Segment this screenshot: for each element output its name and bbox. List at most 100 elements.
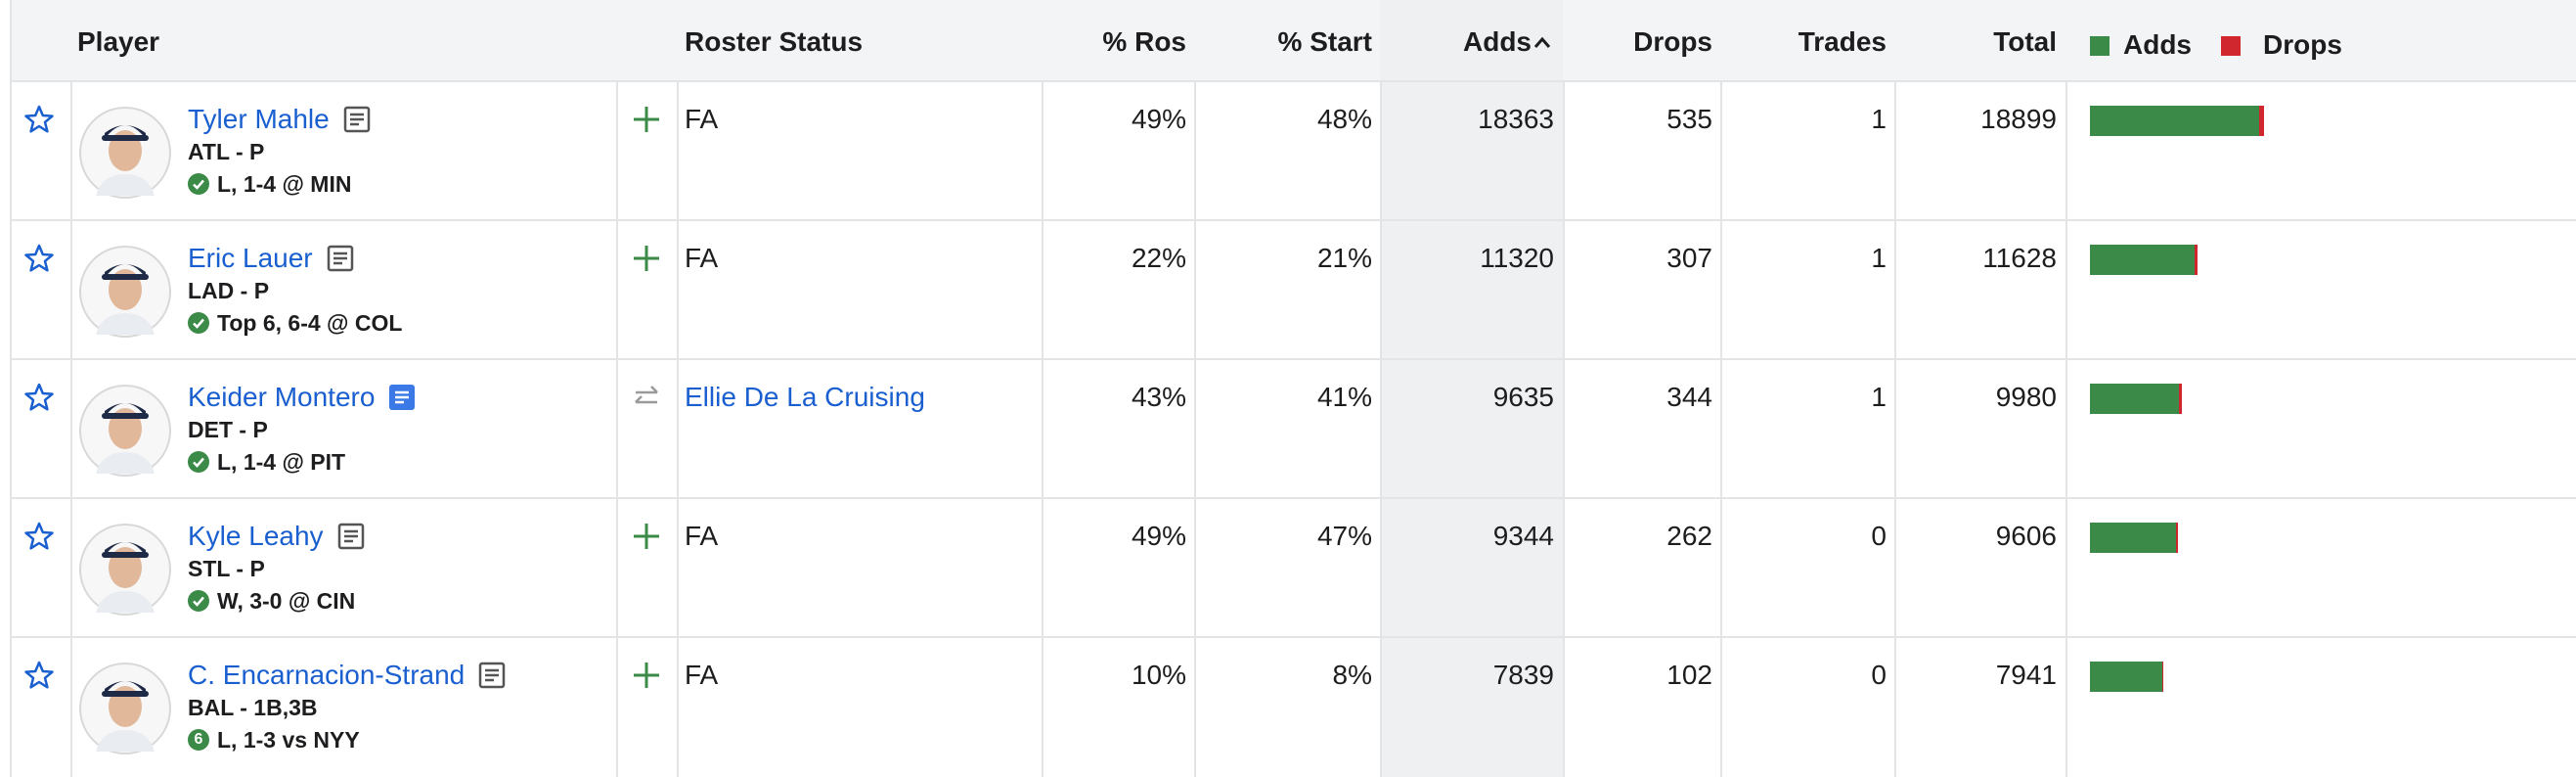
cell-trades: 1 — [1871, 382, 1887, 412]
team-position: ATL - P — [188, 139, 265, 164]
cell-pct-ros: 49% — [1131, 104, 1186, 134]
column-divider — [1894, 82, 1896, 777]
column-header[interactable]: % Ros — [1102, 26, 1186, 57]
add-player[interactable] — [632, 661, 661, 690]
cell-pct-ros: 22% — [1131, 243, 1186, 273]
player-avatar — [78, 106, 172, 200]
column-header[interactable]: Adds — [1463, 26, 1532, 57]
cell-drops: 262 — [1666, 521, 1712, 551]
team-position: DET - P — [188, 417, 268, 442]
row-divider — [10, 219, 2576, 221]
roster-status: FA — [685, 104, 719, 134]
column-header[interactable]: Roster Status — [685, 26, 864, 57]
column-header[interactable]: Trades — [1798, 26, 1887, 57]
player-avatar — [78, 662, 172, 755]
column-divider — [1194, 82, 1196, 777]
add-player[interactable] — [632, 244, 661, 273]
cell-drops: 344 — [1666, 382, 1712, 412]
header-bar — [10, 0, 2576, 82]
cell-drops: 535 — [1666, 104, 1712, 134]
column-divider — [677, 82, 679, 777]
drops-bar — [2258, 106, 2264, 136]
column-divider — [2065, 82, 2067, 777]
player-note[interactable] — [337, 523, 365, 550]
cell-pct-ros: 49% — [1131, 521, 1186, 551]
sort-caret — [1533, 35, 1551, 49]
trade-player[interactable] — [632, 383, 661, 412]
cell-trades: 1 — [1871, 104, 1887, 134]
game-status: L, 1-3 vs NYY — [217, 727, 360, 753]
cell-pct-start: 47% — [1316, 521, 1372, 551]
adds-bar — [2090, 523, 2176, 553]
favorite-star[interactable] — [23, 521, 55, 552]
cell-adds: 9344 — [1492, 521, 1554, 551]
player-note[interactable] — [343, 106, 371, 133]
player-avatar — [78, 245, 172, 339]
player-note[interactable] — [478, 662, 506, 689]
roster-status: FA — [685, 521, 719, 551]
player-avatar — [78, 523, 172, 617]
roster-status[interactable]: Ellie De La Cruising — [685, 382, 925, 412]
cell-pct-start: 48% — [1316, 104, 1372, 134]
cell-total: 18899 — [1980, 104, 2057, 134]
team-position: BAL - 1B,3B — [188, 695, 318, 720]
cell-pct-start: 41% — [1316, 382, 1372, 412]
cell-total: 7941 — [1995, 660, 2057, 690]
cell-adds: 7839 — [1492, 660, 1554, 690]
add-player[interactable] — [632, 105, 661, 134]
column-header[interactable]: % Start — [1277, 26, 1372, 57]
player-note[interactable] — [388, 384, 416, 411]
game-status: Top 6, 6-4 @ COL — [217, 310, 403, 336]
legend-swatch — [2221, 36, 2241, 56]
team-position: LAD - P — [188, 278, 270, 303]
player-name[interactable]: Kyle Leahy — [188, 521, 324, 551]
player-name[interactable]: Tyler Mahle — [188, 104, 330, 134]
game-status: L, 1-4 @ PIT — [217, 449, 346, 475]
cell-adds: 18363 — [1478, 104, 1554, 134]
cell-drops: 307 — [1666, 243, 1712, 273]
game-status: W, 3-0 @ CIN — [217, 588, 356, 614]
favorite-star[interactable] — [23, 243, 55, 274]
player-name[interactable]: Eric Lauer — [188, 243, 313, 273]
player-name[interactable]: Keider Montero — [188, 382, 376, 412]
cell-trades: 0 — [1871, 660, 1887, 690]
drops-bar — [2176, 523, 2179, 553]
row-divider — [10, 497, 2576, 499]
player-note[interactable] — [327, 245, 354, 272]
column-divider — [1380, 82, 1382, 777]
cell-pct-ros: 43% — [1131, 382, 1186, 412]
favorite-star[interactable] — [23, 382, 55, 413]
cell-total: 9606 — [1995, 521, 2057, 551]
cell-pct-start: 8% — [1332, 660, 1372, 690]
cell-total: 9980 — [1995, 382, 2057, 412]
favorite-star[interactable] — [23, 660, 55, 691]
column-divider — [1720, 82, 1722, 777]
cell-adds: 11320 — [1480, 243, 1554, 273]
drops-bar — [2161, 662, 2163, 692]
cell-trades: 1 — [1871, 243, 1887, 273]
game-final-check — [188, 451, 209, 473]
legend-label: Adds — [2123, 29, 2192, 60]
cell-drops: 102 — [1666, 660, 1712, 690]
add-player[interactable] — [632, 522, 661, 551]
row-divider — [10, 636, 2576, 638]
legend-swatch — [2090, 36, 2110, 56]
cell-trades: 0 — [1871, 521, 1887, 551]
column-divider — [616, 82, 618, 777]
row-divider — [10, 80, 2576, 82]
column-header[interactable]: Total — [1993, 26, 2057, 57]
column-divider — [70, 82, 72, 777]
sorted-column — [1380, 0, 1563, 777]
roster-status: FA — [685, 243, 719, 273]
column-header[interactable]: Drops — [1633, 26, 1712, 57]
game-final-check — [188, 312, 209, 334]
column-header[interactable]: Player — [77, 26, 160, 57]
column-divider — [1042, 82, 1044, 777]
player-name[interactable]: C. Encarnacion-Strand — [188, 660, 466, 690]
favorite-star[interactable] — [23, 104, 55, 135]
cell-pct-start: 21% — [1316, 243, 1372, 273]
roster-status: FA — [685, 660, 719, 690]
adds-bar — [2090, 245, 2195, 275]
legend-label: Drops — [2263, 29, 2342, 60]
game-final-check — [188, 590, 209, 612]
